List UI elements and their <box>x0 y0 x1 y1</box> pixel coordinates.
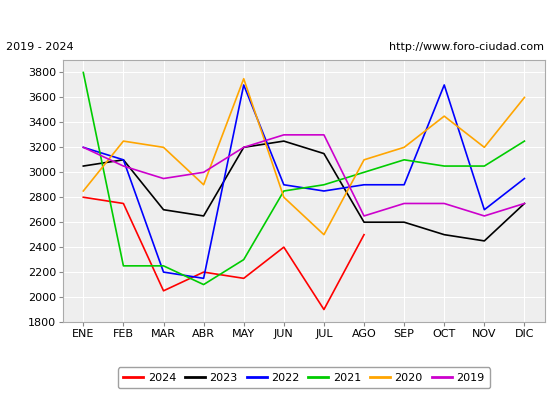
Text: http://www.foro-ciudad.com: http://www.foro-ciudad.com <box>389 42 544 52</box>
Text: Evolucion Nº Turistas Nacionales en el municipio de Cortes: Evolucion Nº Turistas Nacionales en el m… <box>59 12 491 26</box>
Legend: 2024, 2023, 2022, 2021, 2020, 2019: 2024, 2023, 2022, 2021, 2020, 2019 <box>118 367 490 388</box>
Text: 2019 - 2024: 2019 - 2024 <box>6 42 73 52</box>
